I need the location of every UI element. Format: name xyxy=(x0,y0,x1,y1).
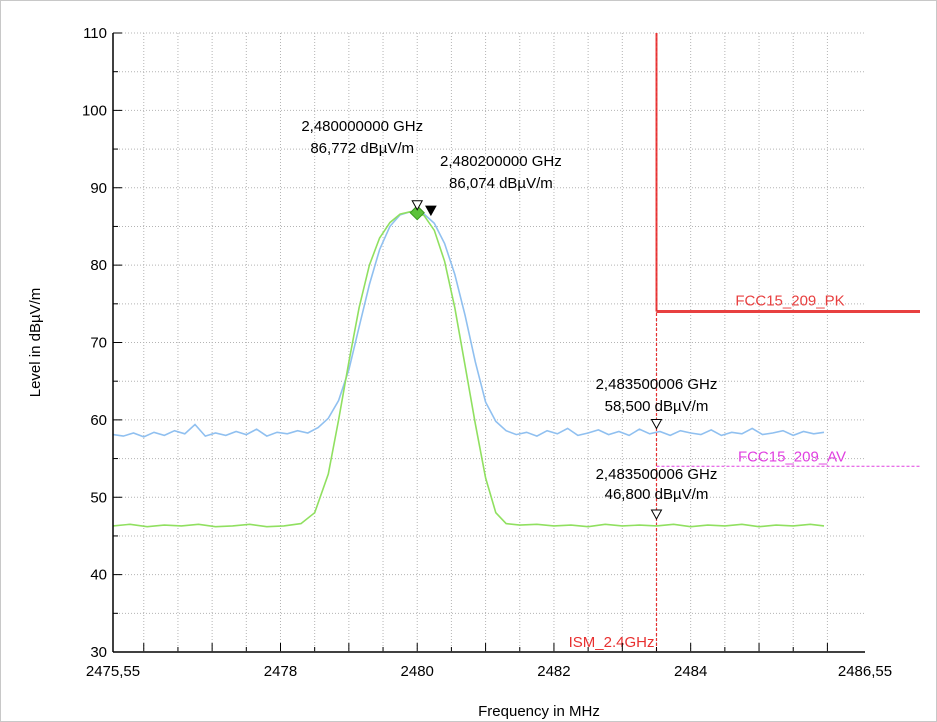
marker-frequency-label: 2,483500006 GHz xyxy=(596,376,718,393)
markers: 2,480000000 GHz 86,772 dBµV/m 2,480200000 … xyxy=(301,118,718,521)
marker-triangle xyxy=(650,418,663,430)
limit-lines: FCC15_209_PK FCC15_209_AV ISM_2.4GHz xyxy=(569,33,920,652)
marker-level-label: 86,772 dBµV/m xyxy=(310,140,414,157)
y-tick-label: 90 xyxy=(90,180,107,197)
marker-frequency-label: 2,483500006 GHz xyxy=(596,466,718,483)
x-tick-label: 2478 xyxy=(264,663,297,680)
y-tick-label: 80 xyxy=(90,257,107,274)
x-tick-label: 2484 xyxy=(674,663,707,680)
x-tick-label: 2480 xyxy=(401,663,434,680)
peak-diamond-marker xyxy=(409,205,425,221)
marker-triangle xyxy=(425,205,437,217)
x-tick-label: 2482 xyxy=(537,663,570,680)
traces xyxy=(112,210,825,528)
x-axis-label: Frequency in MHz xyxy=(478,703,600,720)
y-tick-label: 110 xyxy=(83,25,107,42)
axes xyxy=(112,32,865,653)
marker-triangle xyxy=(650,509,663,521)
y-tick-label: 70 xyxy=(90,335,107,352)
peak-trace xyxy=(112,210,825,438)
marker-level-label: 86,074 dBµV/m xyxy=(449,175,553,192)
y-tick-label: 30 xyxy=(90,644,107,661)
x-tick-label: 2475,55 xyxy=(86,663,140,680)
grid xyxy=(113,32,865,652)
marker-triangle xyxy=(411,200,424,211)
y-tick-label: 60 xyxy=(90,412,107,429)
y-tick-label: 40 xyxy=(90,567,107,584)
y-tick-label: 50 xyxy=(90,489,107,506)
marker-frequency-label: 2,480200000 GHz xyxy=(440,153,562,170)
limit-label-av: FCC15_209_AV xyxy=(738,448,846,465)
marker-frequency-label: 2,480000000 GHz xyxy=(301,118,423,135)
y-axis-label: Level in dBµV/m xyxy=(27,288,44,398)
average-trace xyxy=(112,210,825,528)
marker-level-label: 46,800 dBµV/m xyxy=(605,486,709,503)
limit-label-pk: FCC15_209_PK xyxy=(735,293,844,310)
marker-level-label: 58,500 dBµV/m xyxy=(605,398,709,415)
tick-labels: 2475,55 2478 2480 2482 2484 2486,55 30 40 50 60 70… xyxy=(82,25,892,680)
y-tick-label: 100 xyxy=(82,102,107,119)
x-tick-label: 2486,55 xyxy=(838,663,892,680)
band-edge-label: ISM_2.4GHz xyxy=(569,634,655,651)
